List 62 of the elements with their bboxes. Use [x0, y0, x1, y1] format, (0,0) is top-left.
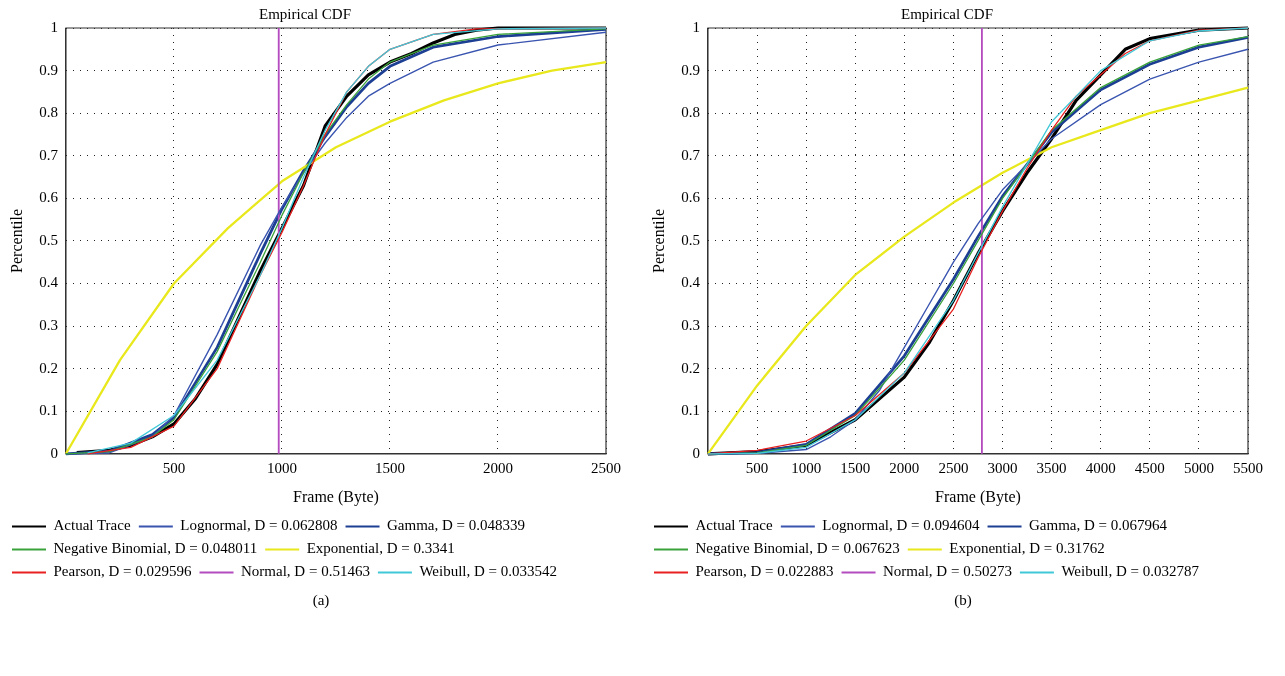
y-tick-label: 0.2	[39, 359, 58, 376]
legend-label: Gamma, D = 0.048339	[387, 517, 526, 534]
y-tick-label: 0.8	[681, 104, 700, 121]
x-tick-label: 2000	[889, 459, 920, 476]
legend-label: Lognormal, D = 0.094604	[822, 517, 981, 534]
y-tick-label: 0.5	[39, 231, 58, 248]
y-tick-label: 0.8	[39, 104, 58, 121]
x-tick-label: 5000	[1183, 459, 1214, 476]
x-tick-label: 5500	[1233, 459, 1263, 476]
legend-label: Gamma, D = 0.067964	[1029, 517, 1168, 534]
legend-label: Exponential, D = 0.3341	[306, 540, 455, 557]
y-axis-title: Percentile	[649, 208, 667, 273]
legend-label: Actual Trace	[695, 517, 773, 534]
x-tick-label: 500	[162, 459, 186, 476]
y-tick-label: 0.7	[39, 146, 59, 163]
x-tick-label: 1500	[840, 459, 871, 476]
legend-label: Weibull, D = 0.032787	[1061, 563, 1200, 580]
y-tick-label: 0.4	[39, 274, 59, 291]
x-tick-label: 2000	[482, 459, 513, 476]
legend-label: Negative Binomial, D = 0.048011	[53, 540, 258, 557]
x-axis-title: Frame (Byte)	[935, 487, 1021, 506]
x-tick-label: 4000	[1085, 459, 1116, 476]
y-tick-label: 0.1	[681, 402, 700, 419]
y-tick-label: 0.7	[681, 146, 701, 163]
y-tick-label: 0.6	[39, 189, 59, 206]
y-tick-label: 0.6	[681, 189, 701, 206]
y-tick-label: 0	[50, 444, 58, 461]
y-tick-label: 1	[692, 18, 700, 35]
y-tick-label: 0.1	[39, 402, 58, 419]
legend-label: Normal, D = 0.50273	[883, 563, 1012, 580]
legend-label: Pearson, D = 0.029596	[53, 563, 193, 580]
y-tick-label: 0.4	[681, 274, 701, 291]
y-tick-label: 0.9	[39, 61, 58, 78]
legend-label: Negative Binomial, D = 0.067623	[695, 540, 900, 557]
chart-title: Empirical CDF	[900, 5, 994, 22]
y-tick-label: 0	[692, 444, 700, 461]
chart-title: Empirical CDF	[258, 5, 352, 22]
y-tick-label: 0.3	[681, 317, 700, 333]
legend-label: Normal, D = 0.51463	[241, 563, 370, 580]
x-tick-label: 1500	[374, 459, 405, 476]
x-tick-label: 3000	[987, 459, 1018, 476]
y-axis-title: Percentile	[7, 208, 25, 273]
legend-label: Pearson, D = 0.022883	[695, 563, 834, 580]
x-tick-label: 1000	[266, 459, 297, 476]
x-tick-label: 4500	[1134, 459, 1165, 476]
y-tick-label: 0.9	[681, 61, 700, 78]
y-tick-label: 1	[50, 18, 58, 35]
text: (b)	[953, 592, 973, 609]
x-tick-label: 2500	[938, 459, 969, 476]
x-tick-label: 1000	[791, 459, 822, 476]
legend-label: Lognormal, D = 0.062808	[180, 517, 338, 534]
legend-label: Exponential, D = 0.31762	[949, 540, 1105, 557]
text: (a)	[311, 592, 331, 609]
y-tick-label: 0.2	[681, 359, 700, 376]
y-tick-label: 0.3	[39, 317, 58, 333]
x-axis-title: Frame (Byte)	[293, 487, 379, 506]
legend-label: Actual Trace	[53, 517, 131, 534]
x-tick-label: 500	[745, 459, 769, 476]
x-tick-label: 3500	[1036, 459, 1067, 476]
x-tick-label: 2500	[591, 459, 621, 476]
y-tick-label: 0.5	[681, 231, 700, 248]
legend-label: Weibull, D = 0.033542	[419, 563, 558, 580]
